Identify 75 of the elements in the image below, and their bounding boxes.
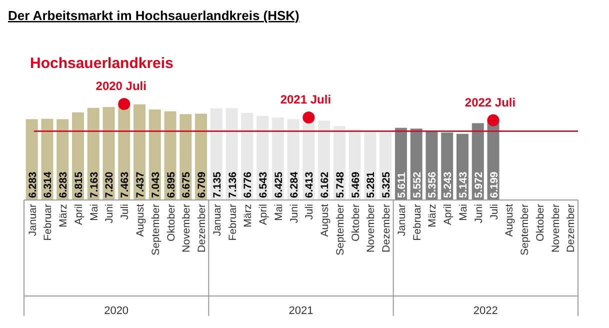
data-label: 7.463 <box>119 172 132 198</box>
data-label: 6.895 <box>165 172 178 198</box>
x-tick-label: März <box>242 204 254 228</box>
data-label: 5.552 <box>411 172 424 198</box>
data-label: 6.284 <box>288 172 300 198</box>
data-label: 6.413 <box>304 172 316 198</box>
x-tick-label: Mai <box>88 204 100 221</box>
x-tick-label: Januar <box>26 204 39 236</box>
x-tick-label: April <box>442 204 454 226</box>
x-tick-label: November <box>550 204 562 252</box>
x-tick-label: Dezember <box>380 204 393 252</box>
data-label: 6.675 <box>180 172 193 198</box>
x-tick-label: Oktober <box>350 204 362 242</box>
x-tick-label: November <box>365 204 378 252</box>
x-tick-label: April <box>258 204 270 226</box>
data-label: 6.283 <box>58 172 70 198</box>
data-label: 5.325 <box>380 172 393 198</box>
data-label: 5.281 <box>365 172 378 198</box>
x-tick-label: Februar <box>411 203 424 241</box>
data-label: 6.283 <box>26 172 39 198</box>
x-tick-label: Juni <box>104 204 116 224</box>
text: 2020 <box>104 305 129 317</box>
data-label: 7.230 <box>104 172 116 198</box>
data-label: 5.143 <box>457 172 470 198</box>
x-tick-label: April <box>72 204 85 226</box>
x-tick-label: März <box>58 204 70 228</box>
x-tick-label: Mai <box>272 204 285 221</box>
data-label: 6.314 <box>42 172 54 198</box>
x-tick-label: September <box>334 204 346 256</box>
data-label: 7.437 <box>134 172 147 198</box>
text: 2022 <box>473 305 498 317</box>
data-label: 6.543 <box>258 172 270 198</box>
data-label: 5.611 <box>396 172 408 198</box>
x-tick-label: Oktober <box>165 204 178 242</box>
x-tick-label: Mai <box>457 204 470 221</box>
x-tick-label: November <box>180 204 193 252</box>
data-label: 5.469 <box>350 172 362 198</box>
data-label: 7.135 <box>211 172 224 198</box>
x-tick-label: Juli <box>488 204 500 220</box>
x-tick-label: Juni <box>288 204 300 224</box>
data-label: 6.425 <box>272 172 285 198</box>
data-label: 6.162 <box>319 172 332 198</box>
x-tick-label: Juli <box>304 204 316 220</box>
x-tick-label: Juni <box>472 204 485 224</box>
x-tick-label: August <box>504 204 516 237</box>
annotation: 2022 Juli <box>464 95 516 110</box>
data-label: 5.748 <box>334 172 346 198</box>
x-tick-label: Oktober <box>534 204 546 242</box>
data-label: 5.356 <box>426 172 439 198</box>
data-label: 7.136 <box>226 172 239 198</box>
chart-title: Der Arbeitsmarkt im Hochsauerlandkreis (HSK) <box>8 8 300 23</box>
x-tick-label: Juli <box>119 204 132 220</box>
data-label: 6.199 <box>488 172 500 198</box>
x-tick-label: August <box>134 204 147 237</box>
annotation: 2021 Juli <box>280 92 332 107</box>
data-label: 6.709 <box>196 172 208 198</box>
data-label: 7.043 <box>150 172 162 198</box>
data-label: 5.972 <box>472 172 485 198</box>
x-tick-label: Februar <box>226 203 239 241</box>
text: 2021 <box>288 305 314 317</box>
x-tick-label: Februar <box>42 203 54 241</box>
data-label: 6.776 <box>242 172 254 198</box>
x-tick-label: März <box>426 204 439 228</box>
text: 2020 Juli <box>96 79 146 93</box>
data-label: 5.243 <box>442 172 454 198</box>
x-tick-label: Dezember <box>565 204 578 252</box>
x-tick-label: September <box>519 204 532 256</box>
data-label: 6.815 <box>72 172 85 198</box>
x-tick-label: Dezember <box>196 204 208 252</box>
chart-subtitle: Hochsauerlandkreis <box>30 55 174 72</box>
x-tick-label: Januar <box>211 204 224 236</box>
x-tick-label: September <box>150 204 162 256</box>
data-label: 7.163 <box>88 172 100 198</box>
x-tick-label: Januar <box>396 204 408 236</box>
x-tick-label: August <box>319 204 332 237</box>
